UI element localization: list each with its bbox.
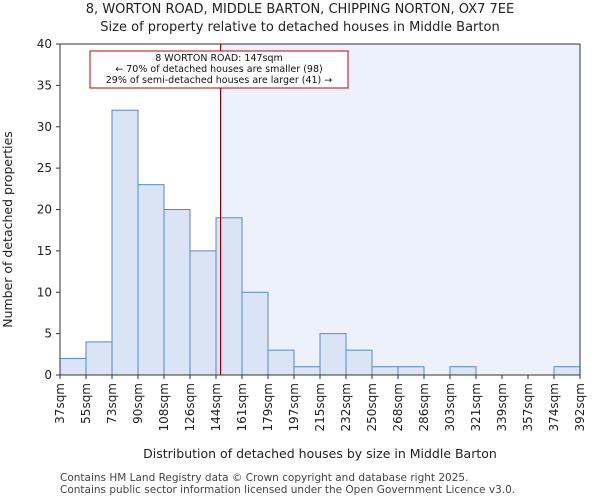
x-tick-label: 108sqm	[157, 383, 171, 431]
bar-55sqm	[85, 341, 113, 376]
bar-37sqm	[59, 357, 87, 376]
bar-126sqm	[189, 250, 217, 376]
larger-region-shading	[220, 44, 580, 375]
bar-161sqm	[241, 291, 269, 376]
y-tick-label: 25	[37, 161, 52, 175]
bar-374sqm	[553, 366, 581, 376]
chart-subtitle: Size of property relative to detached ho…	[100, 20, 500, 35]
bar-179sqm	[267, 349, 295, 376]
x-tick-label: 286sqm	[417, 383, 431, 431]
annotation-line-1: 8 WORTON ROAD: 147sqm	[155, 53, 283, 64]
x-tick-label: 126sqm	[183, 383, 197, 431]
x-tick-label: 374sqm	[547, 383, 561, 431]
histogram-chart: 0 5 10 15 20 25 30 35 40 37sqm 55sqm 73sqm 90sqm 108…	[0, 37, 587, 461]
x-tick-label: 144sqm	[209, 383, 223, 431]
bar-90sqm	[137, 184, 165, 376]
annotation-border	[89, 50, 349, 89]
y-axis-label: Number of detached properties	[0, 131, 15, 328]
annotation-box: 8 WORTON ROAD: 147sqm ← 70% of detached …	[89, 50, 349, 89]
annotation-line-3: 29% of semi-detached houses are larger (…	[106, 75, 333, 86]
x-tick-label: 268sqm	[391, 383, 405, 431]
footer-line-2: Contains public sector information licen…	[60, 484, 516, 496]
footer-line-1: Contains HM Land Registry data © Crown c…	[60, 472, 469, 484]
bar-215sqm	[319, 333, 347, 376]
y-tick-label: 40	[37, 37, 52, 51]
x-tick-label: 232sqm	[339, 383, 353, 431]
y-tick-label: 5	[44, 327, 52, 341]
x-tick-label: 197sqm	[287, 383, 301, 431]
bar-73sqm	[111, 109, 139, 376]
bar-268sqm	[397, 366, 425, 376]
y-tick-label: 0	[44, 368, 52, 382]
bar-303sqm	[449, 366, 477, 376]
y-tick-label: 15	[37, 244, 52, 258]
x-tick-label: 303sqm	[443, 383, 457, 431]
chart-title: 8, WORTON ROAD, MIDDLE BARTON, CHIPPING …	[85, 2, 515, 17]
x-tick-label: 90sqm	[131, 383, 145, 424]
x-tick-label: 392sqm	[573, 383, 587, 431]
annotation-line-2: ← 70% of detached houses are smaller (98…	[115, 64, 322, 75]
bar-250sqm	[371, 366, 399, 376]
x-tick-label: 215sqm	[313, 383, 327, 431]
x-tick-label: 357sqm	[521, 383, 535, 431]
bar-232sqm	[345, 349, 373, 376]
x-tick-label: 55sqm	[79, 383, 93, 424]
x-tick-label: 250sqm	[365, 383, 379, 431]
y-tick-label: 35	[37, 78, 52, 92]
x-tick-label: 161sqm	[235, 383, 249, 431]
x-tick-label: 37sqm	[53, 383, 67, 424]
bar-197sqm	[293, 366, 321, 376]
y-tick-label: 20	[37, 203, 52, 217]
x-tick-label: 339sqm	[495, 383, 509, 431]
y-tick-label: 10	[37, 285, 52, 299]
y-ticks-group: 0 5 10 15 20 25 30 35 40	[37, 37, 60, 382]
x-tick-label: 179sqm	[261, 383, 275, 431]
x-tick-label: 73sqm	[105, 383, 119, 424]
x-ticks-group: 37sqm 55sqm 73sqm 90sqm 108sqm 126sqm 144sqm 16…	[53, 375, 587, 431]
x-tick-label: 321sqm	[469, 383, 483, 431]
x-axis-label: Distribution of detached houses by size …	[143, 446, 497, 461]
bar-144sqm	[215, 217, 243, 376]
y-tick-label: 30	[37, 120, 52, 134]
bar-108sqm	[163, 209, 191, 376]
